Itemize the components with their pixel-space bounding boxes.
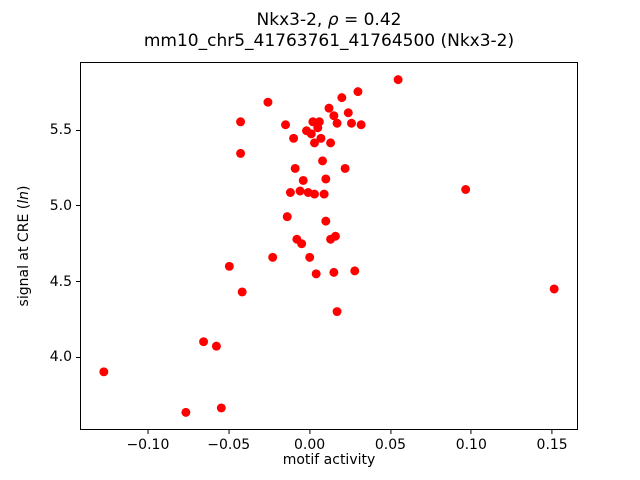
data-point xyxy=(356,120,366,130)
data-point xyxy=(306,129,316,139)
title-prefix: Nkx3-2, xyxy=(256,10,328,30)
data-point xyxy=(337,93,347,103)
data-point xyxy=(289,133,299,143)
x-tick-mark xyxy=(309,430,311,434)
data-point xyxy=(329,111,339,121)
x-axis-label: motif activity xyxy=(282,452,376,468)
data-point xyxy=(236,148,246,158)
data-point xyxy=(343,108,353,118)
x-tick: 0.15 xyxy=(537,430,568,453)
data-point xyxy=(329,267,339,277)
y-axis-label: signal at CRE (ln) xyxy=(16,186,32,307)
data-point xyxy=(295,186,305,196)
data-point xyxy=(290,163,300,173)
data-point xyxy=(285,188,295,197)
y-tick-label: 5.0 xyxy=(49,197,72,214)
y-tick: 5.0 xyxy=(1,198,80,214)
data-point xyxy=(181,407,191,417)
x-tick-mark xyxy=(228,430,230,434)
x-tick-label: −0.10 xyxy=(126,437,170,453)
y-tick-mark xyxy=(76,205,80,207)
data-point xyxy=(237,287,247,297)
chart-title-line2: mm10_chr5_41763761_41764500 (Nkx3-2) xyxy=(143,31,515,51)
data-point xyxy=(99,367,109,377)
y-tick-mark xyxy=(76,356,80,358)
data-point xyxy=(549,284,559,294)
data-point xyxy=(211,341,221,351)
data-point xyxy=(340,163,350,173)
data-point xyxy=(216,403,226,413)
data-point xyxy=(311,269,321,279)
x-tick-label: −0.05 xyxy=(207,437,251,453)
data-point xyxy=(305,252,315,262)
data-point xyxy=(316,133,326,143)
x-tick: −0.10 xyxy=(126,430,169,453)
x-tick-mark xyxy=(470,430,472,434)
y-tick-label: 4.5 xyxy=(49,273,72,290)
data-point xyxy=(314,117,324,127)
data-point xyxy=(326,138,336,148)
data-point xyxy=(282,212,292,222)
data-point xyxy=(236,117,246,127)
data-point xyxy=(199,337,209,347)
data-point xyxy=(461,185,471,194)
x-tick: 0.10 xyxy=(456,430,487,453)
data-point xyxy=(393,75,403,85)
y-tick-mark xyxy=(76,129,80,131)
x-tick-label: 0.15 xyxy=(536,437,568,453)
y-tick: 4.5 xyxy=(1,274,80,290)
title-rho: ρ xyxy=(327,10,339,30)
data-point xyxy=(350,266,360,276)
scatter-plot xyxy=(99,75,559,417)
y-label-suffix: ) xyxy=(16,185,32,192)
data-point xyxy=(324,103,334,113)
data-point xyxy=(319,189,329,199)
y-tick-label: 4.0 xyxy=(49,349,72,366)
data-point xyxy=(310,189,319,199)
y-label-italic: ln xyxy=(16,191,32,204)
x-tick: 0.00 xyxy=(294,430,325,453)
data-point xyxy=(268,252,278,262)
data-point xyxy=(310,138,319,148)
data-point xyxy=(263,97,273,107)
data-point xyxy=(281,120,291,130)
data-point xyxy=(318,156,328,166)
x-tick-mark xyxy=(389,430,391,434)
title-suffix: = 0.42 xyxy=(338,10,402,30)
y-tick-mark xyxy=(76,281,80,283)
chart-title-line1: Nkx3-2, ρ = 0.42 xyxy=(80,10,578,31)
x-tick-mark xyxy=(551,430,553,434)
data-point xyxy=(332,307,342,317)
data-point xyxy=(347,118,356,128)
x-tick-label: 0.00 xyxy=(294,437,326,453)
data-point xyxy=(308,117,318,127)
data-point xyxy=(330,231,340,241)
data-point xyxy=(321,216,331,226)
x-tick: 0.05 xyxy=(375,430,406,453)
chart-title: Nkx3-2, ρ = 0.42 mm10_chr5_41763761_4176… xyxy=(80,10,578,52)
data-point xyxy=(297,239,307,249)
x-tick: −0.05 xyxy=(207,430,250,453)
y-tick: 5.5 xyxy=(1,122,80,138)
y-label-prefix: signal at CRE ( xyxy=(16,203,32,307)
x-tick-label: 0.10 xyxy=(455,437,487,453)
y-tick-label: 5.5 xyxy=(49,122,72,139)
data-point xyxy=(224,261,234,271)
data-point xyxy=(353,87,363,97)
y-tick: 4.0 xyxy=(1,349,80,365)
x-tick-label: 0.05 xyxy=(374,437,407,453)
data-point xyxy=(298,175,308,185)
data-point xyxy=(332,118,342,128)
x-tick-mark xyxy=(147,430,149,434)
plot-area xyxy=(80,62,578,430)
data-point xyxy=(321,174,331,184)
